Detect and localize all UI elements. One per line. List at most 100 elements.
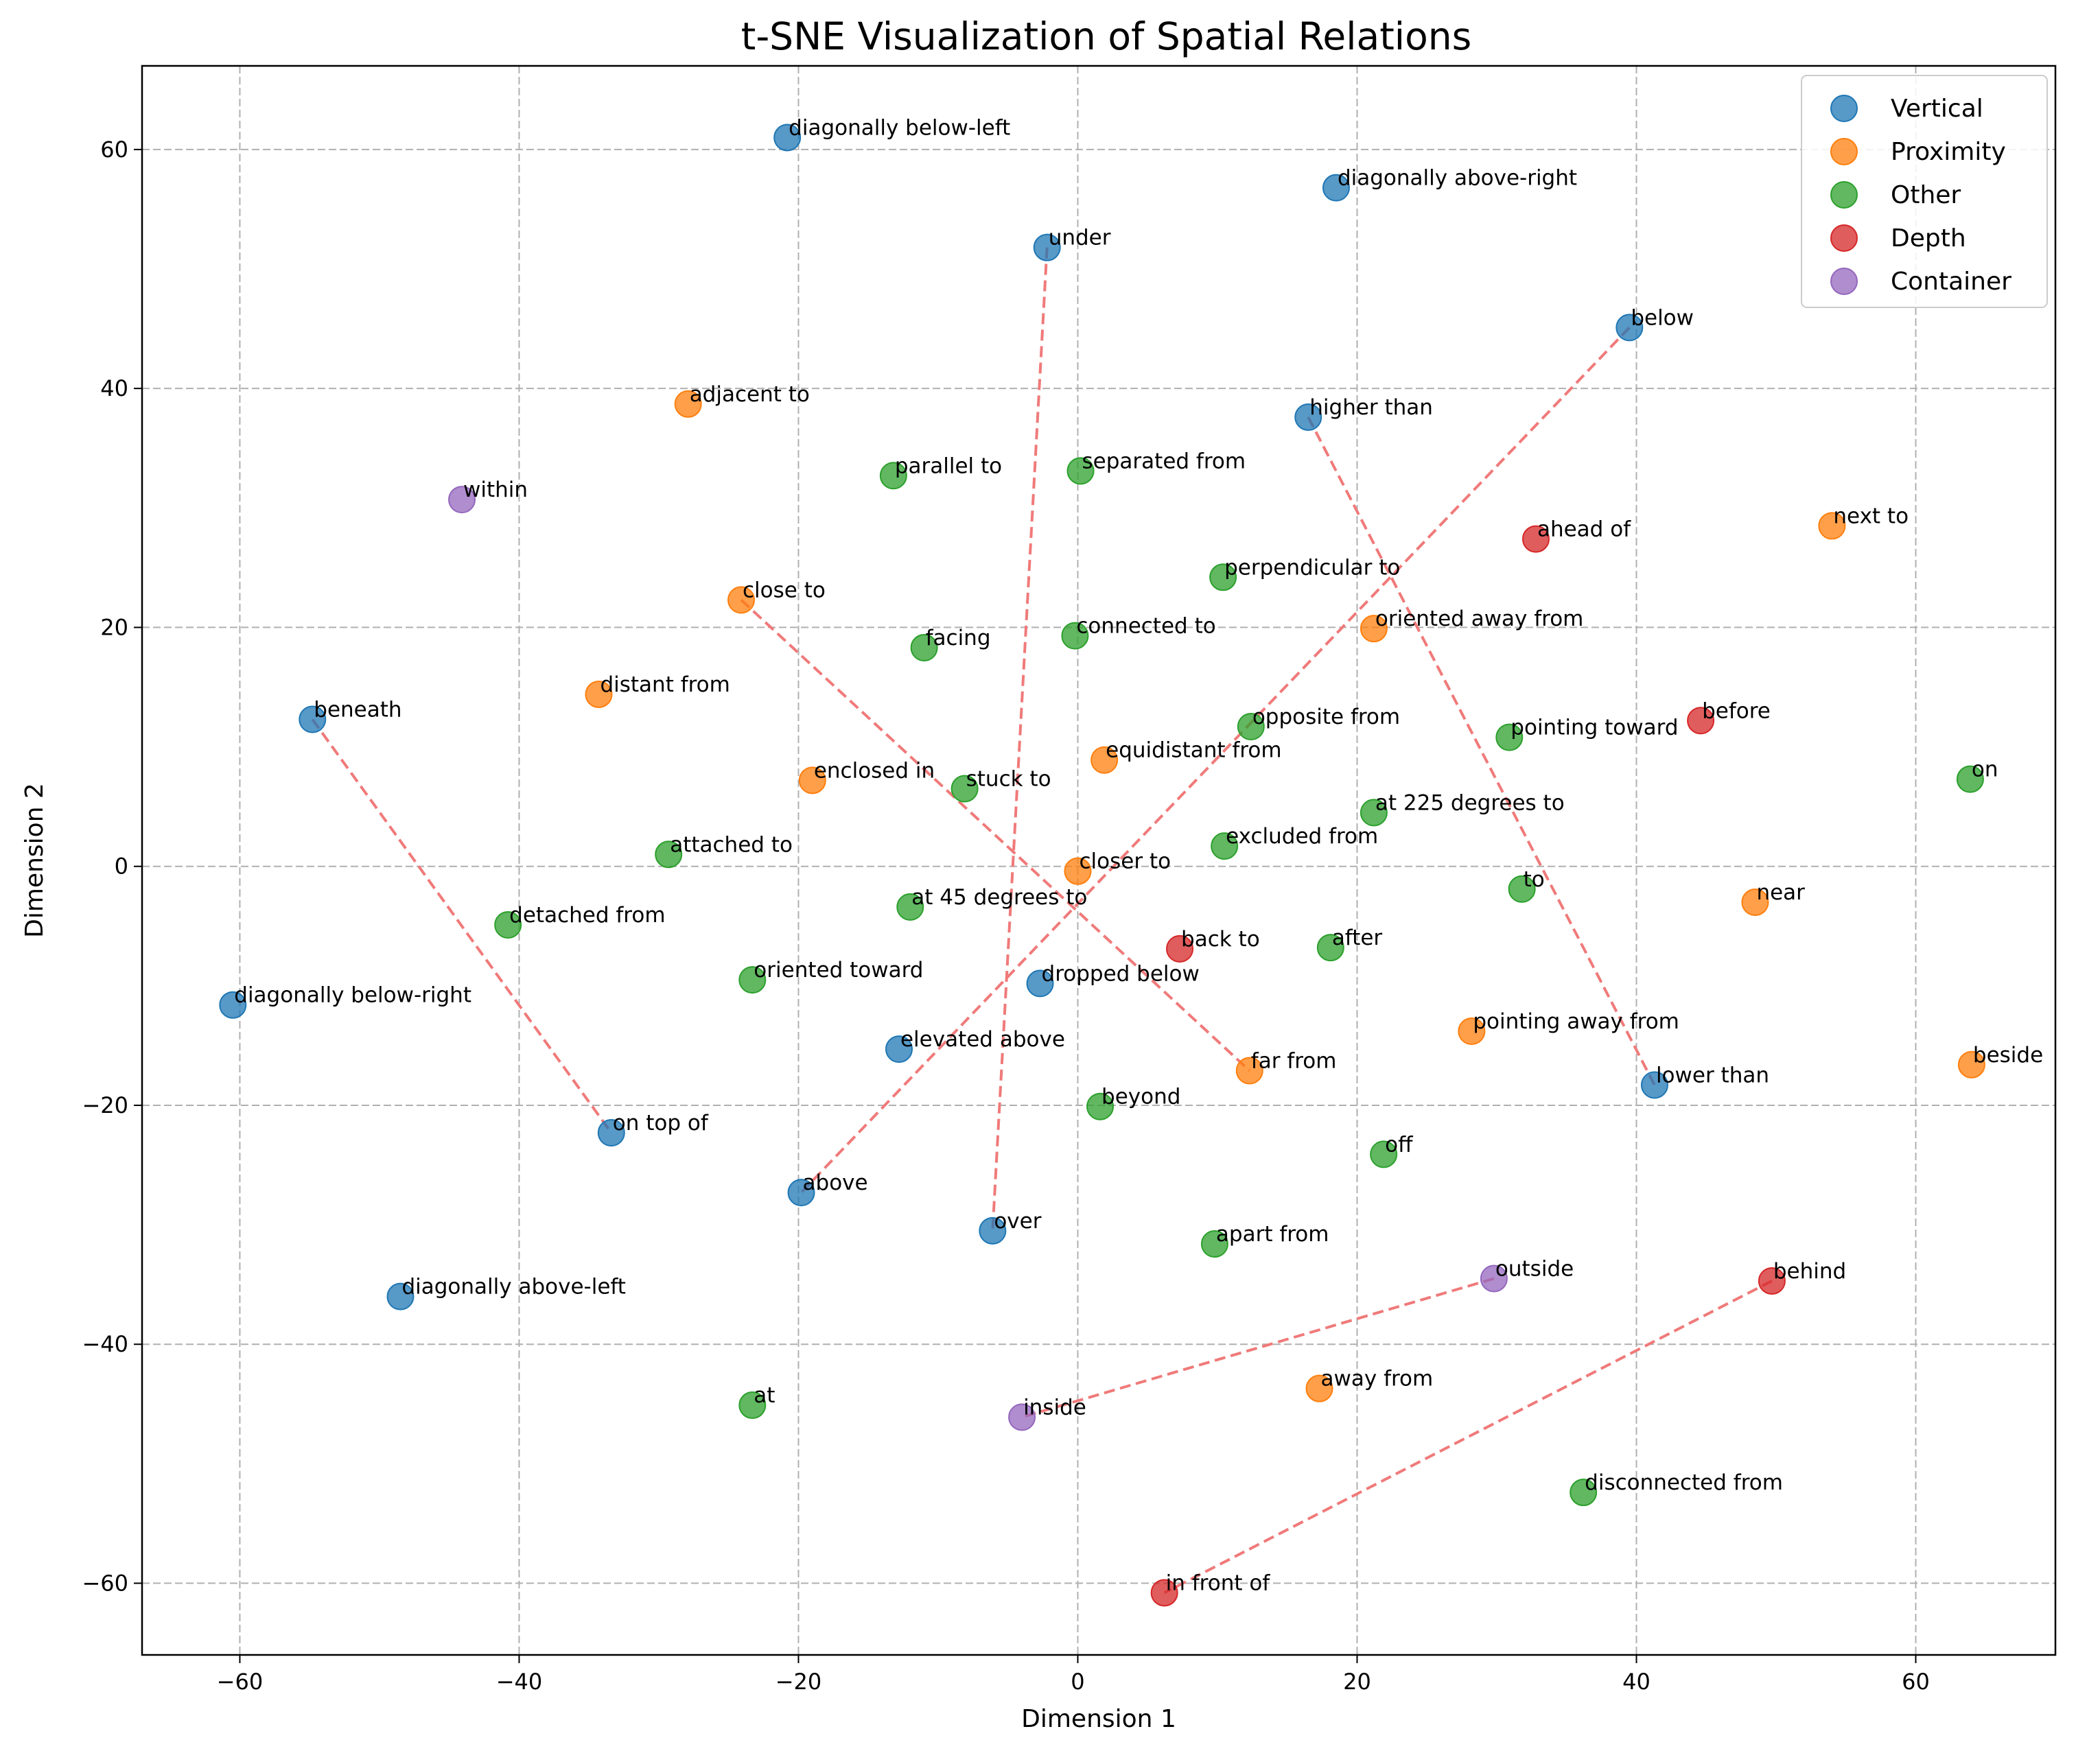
point-pointing-away-from — [1458, 1018, 1486, 1046]
point-excluded-from — [1211, 832, 1239, 860]
point-outside — [1480, 1265, 1508, 1293]
point-oriented-away-from — [1360, 615, 1388, 643]
point-label-equidistant-from: equidistant from — [1106, 738, 1281, 763]
y-tick-label: 40 — [100, 375, 128, 401]
point-label-above: above — [803, 1171, 868, 1195]
pair-line-behind-in-front-of — [1163, 1280, 1773, 1595]
point-label-separated-from: separated from — [1082, 449, 1246, 473]
x-tick-label: 0 — [1071, 1669, 1084, 1695]
point-label-outside: outside — [1495, 1256, 1574, 1281]
point-on — [1956, 765, 1984, 793]
point-label-on-top-of: on top of — [613, 1111, 709, 1136]
point-equidistant-from — [1091, 746, 1119, 774]
y-tick-label: −40 — [82, 1331, 128, 1357]
point-label-ahead-of: ahead of — [1537, 517, 1631, 542]
x-tick-label: −60 — [217, 1669, 264, 1695]
point-below — [1616, 314, 1644, 342]
plot-area: diagonally below-left diagonally above-ri… — [141, 64, 2057, 1656]
point-close-to — [727, 586, 756, 614]
legend-marker-proximity — [1830, 138, 1858, 165]
point-higher-than — [1294, 403, 1322, 431]
point-label-behind: behind — [1773, 1259, 1846, 1284]
pair-line-close-to-far-from — [740, 598, 1251, 1072]
point-label-lower-than: lower than — [1656, 1063, 1769, 1087]
point-label-inside: inside — [1023, 1395, 1086, 1420]
point-label-diagonally-above-right: diagonally above-right — [1338, 166, 1577, 191]
point-label-stuck-to: stuck to — [966, 767, 1051, 792]
point-diagonally-below-right — [219, 991, 247, 1019]
point-label-oriented-toward: oriented toward — [754, 958, 923, 983]
point-label-closer-to: closer to — [1079, 849, 1171, 874]
point-label-pointing-toward: pointing toward — [1511, 716, 1678, 740]
point-adjacent-to — [674, 390, 702, 418]
pair-lines-layer — [311, 247, 1773, 1595]
y-axis-label: Dimension 2 — [21, 783, 49, 938]
point-above — [787, 1179, 815, 1207]
legend: Vertical Proximity Other Depth Container — [1801, 75, 2048, 308]
point-next-to — [1818, 512, 1846, 540]
legend-marker-vertical — [1830, 95, 1858, 122]
point-label-elevated-above: elevated above — [900, 1027, 1065, 1052]
point-ahead-of — [1521, 525, 1550, 553]
x-tick-label: 20 — [1343, 1669, 1371, 1695]
point-label-near: near — [1756, 880, 1805, 905]
point-label-on: on — [1972, 757, 1998, 782]
point-facing — [910, 634, 938, 662]
ticks-layer: −60 −40 −20 0 20 40 60 −60 −40 −20 0 20 40 60 — [82, 137, 1929, 1695]
plot-frame — [141, 64, 2057, 1656]
point-pointing-toward — [1495, 723, 1524, 751]
point-opposite-from — [1237, 712, 1265, 740]
point-label-below: below — [1631, 305, 1694, 330]
point-label-opposite-from: opposite from — [1252, 705, 1400, 729]
point-separated-from — [1066, 457, 1095, 485]
legend-marker-other — [1830, 181, 1858, 209]
point-beside — [1957, 1050, 1985, 1079]
point-label-pointing-away-from: pointing away from — [1473, 1009, 1679, 1034]
point-connected-to — [1061, 622, 1089, 650]
point-attached-to — [655, 840, 683, 869]
point-away-from — [1305, 1374, 1333, 1402]
point-parallel-to — [879, 462, 907, 490]
y-tick-label: 0 — [115, 854, 128, 880]
legend-label-vertical: Vertical — [1891, 95, 1983, 123]
point-label-higher-than: higher than — [1309, 395, 1433, 420]
point-label-under: under — [1049, 226, 1111, 250]
y-tick-label: −60 — [82, 1571, 128, 1597]
point-label-perpendicular-to: perpendicular to — [1224, 555, 1400, 580]
point-label-over: over — [994, 1209, 1041, 1234]
point-label-at-225-degrees-to: at 225 degrees to — [1375, 790, 1565, 815]
point-at-225-degrees-to — [1360, 799, 1388, 827]
point-off — [1370, 1140, 1398, 1168]
point-at-45-degrees-to — [896, 893, 924, 921]
legend-label-depth: Depth — [1891, 224, 1966, 252]
point-lower-than — [1640, 1071, 1668, 1099]
point-label-off: off — [1385, 1132, 1413, 1157]
point-closer-to — [1064, 857, 1092, 885]
x-tick-label: 40 — [1622, 1669, 1651, 1695]
point-elevated-above — [885, 1035, 913, 1063]
point-label-beside: beside — [1973, 1043, 2043, 1068]
point-in-front-of — [1150, 1579, 1178, 1607]
point-label-diagonally-below-right: diagonally below-right — [234, 983, 471, 1008]
legend-marker-container — [1830, 268, 1858, 295]
point-label-facing: facing — [926, 626, 991, 650]
y-tick-label: 20 — [100, 614, 128, 640]
point-label-diagonally-above-left: diagonally above-left — [401, 1275, 625, 1300]
point-label-in-front-of: in front of — [1166, 1571, 1271, 1595]
point-near — [1741, 888, 1769, 916]
x-tick-label: 60 — [1902, 1669, 1930, 1695]
point-label-within: within — [463, 478, 528, 502]
point-label-diagonally-below-left: diagonally below-left — [789, 115, 1010, 140]
point-diagonally-below-left — [773, 124, 802, 152]
point-label-detached-from: detached from — [509, 903, 665, 928]
point-label-at: at — [754, 1383, 775, 1408]
pair-line-below-above — [800, 326, 1631, 1194]
y-tick-label: −20 — [82, 1092, 128, 1118]
point-label-beneath: beneath — [314, 698, 401, 722]
chart-title: t-SNE Visualization of Spatial Relations — [741, 14, 1472, 58]
legend-label-container: Container — [1891, 268, 2011, 296]
point-back-to — [1166, 934, 1194, 963]
point-label-to: to — [1524, 867, 1545, 892]
point-label-beyond: beyond — [1101, 1085, 1180, 1109]
